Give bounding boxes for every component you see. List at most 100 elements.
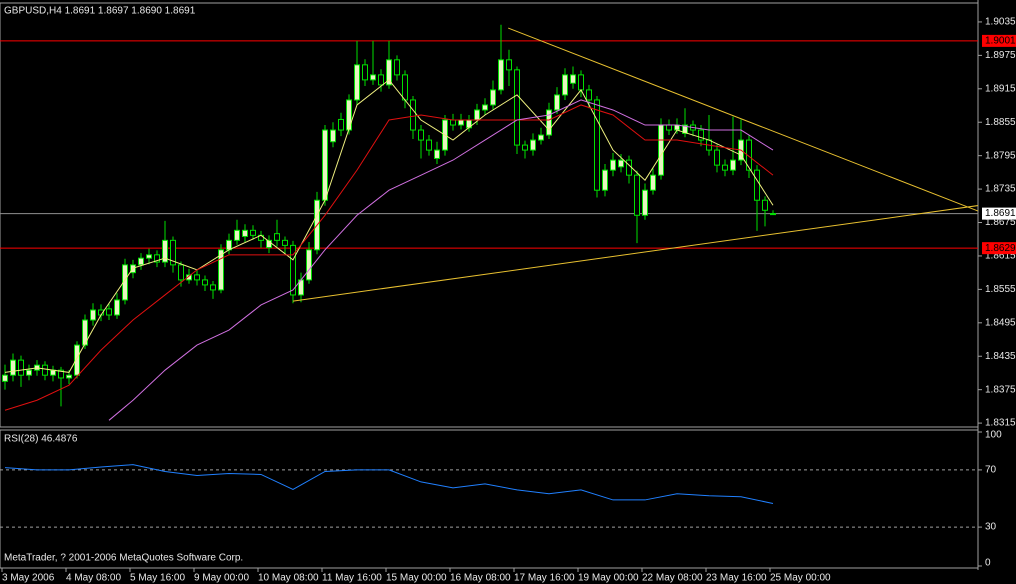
candle-body [186, 274, 192, 281]
y-tick-label: 1.8555 [985, 284, 1016, 295]
candle-body [146, 254, 152, 259]
candle-body [762, 199, 768, 211]
y-tick-label: 1.8795 [985, 150, 1016, 161]
candle-body [730, 159, 736, 171]
price-label-box [982, 242, 1016, 255]
candle-body [618, 159, 624, 168]
main-panel [0, 2, 979, 428]
candle-body [250, 229, 256, 236]
indicator-title: RSI(28) 46.4876 [4, 434, 78, 445]
candle-body [346, 99, 352, 131]
y-tick-label: 1.9035 [985, 17, 1016, 28]
candle-body [610, 159, 616, 171]
candle-body [394, 59, 400, 76]
candle-body [538, 134, 544, 141]
candle-body [218, 249, 224, 291]
candle-body [242, 229, 248, 237]
indicator-tick-label: 100 [985, 430, 1002, 441]
candle-body [666, 124, 672, 131]
x-tick-label: 19 May 00:00 [578, 573, 639, 584]
price-label: 1.9001 [985, 36, 1016, 47]
candle-body [530, 139, 536, 151]
candle-body [282, 239, 288, 246]
candle-body [10, 359, 16, 376]
candle-body [546, 109, 552, 136]
x-tick-label: 23 May 16:00 [706, 573, 767, 584]
candle-body [338, 118, 344, 131]
candle-body [162, 239, 168, 263]
candle-body [154, 254, 160, 263]
candle-body [418, 129, 424, 141]
candle-body [658, 124, 664, 176]
candle-body [138, 257, 144, 266]
candle-body [354, 64, 360, 101]
candle-body [50, 369, 56, 376]
candle-body [410, 99, 416, 131]
candle-body [194, 274, 200, 281]
indicator-tick-label: 70 [985, 465, 997, 476]
indicator-tick-label: 0 [985, 558, 991, 569]
candle-body [362, 64, 368, 81]
candle-body [498, 59, 504, 91]
x-tick-label: 4 May 08:00 [66, 573, 121, 584]
y-tick-label: 1.8915 [985, 83, 1016, 94]
candle-body [722, 164, 728, 171]
candle-body [106, 308, 112, 316]
y-tick-label: 1.8675 [985, 217, 1016, 228]
indicator-tick-label: 30 [985, 522, 997, 533]
price-label-box [982, 34, 1016, 47]
x-tick-label: 17 May 16:00 [514, 573, 575, 584]
indicator-plot [0, 464, 978, 528]
candle-body [698, 129, 704, 141]
x-tick-label: 5 May 16:00 [130, 573, 185, 584]
candle-body [170, 239, 176, 266]
candle-body [234, 229, 240, 241]
candle-body [274, 233, 280, 241]
x-tick-label: 10 May 08:00 [258, 573, 319, 584]
candle-body [2, 374, 8, 382]
candle-body [42, 364, 48, 376]
candle-body [114, 299, 120, 316]
candle-body [58, 369, 64, 379]
candle-body [594, 99, 600, 191]
candle-body [18, 359, 24, 376]
candle-body [90, 309, 96, 321]
candle-body [402, 74, 408, 101]
candle-body [26, 369, 32, 376]
y-tick-label: 1.8615 [985, 251, 1016, 262]
candle-body [474, 109, 480, 121]
candle-body [562, 74, 568, 96]
footer: MetaTrader, ? 2001-2006 MetaQuotes Softw… [4, 553, 243, 564]
candle-body [226, 239, 232, 251]
candle-body [522, 144, 528, 151]
candle-body [458, 119, 464, 126]
moving-average [108, 99, 774, 421]
candle-body [210, 284, 216, 291]
candle-body [66, 374, 72, 379]
candle-body [290, 244, 296, 296]
candle-body [330, 129, 336, 143]
axes: 1.9035 1.8975 1.8915 1.8855 1.8795 1.8735 1.86… [1, 17, 1016, 584]
candle-body [554, 94, 560, 111]
candle-body [386, 59, 392, 86]
candle-body [450, 119, 456, 126]
y-tick-label: 1.8855 [985, 117, 1016, 128]
x-tick-label: 15 May 00:00 [386, 573, 447, 584]
x-tick-label: 25 May 00:00 [770, 573, 831, 584]
price-label: 1.8691 [985, 208, 1016, 219]
y-tick-label: 1.8495 [985, 317, 1016, 328]
candle-body [650, 174, 656, 191]
y-tick-label: 1.8435 [985, 351, 1016, 362]
y-tick-label: 1.8975 [985, 50, 1016, 61]
y-tick-label: 1.8735 [985, 184, 1016, 195]
candle-body [714, 149, 720, 166]
candle-body [370, 74, 376, 81]
candle-body [626, 159, 632, 176]
price-label: 1.8629 [985, 243, 1016, 254]
candle-body [74, 344, 80, 376]
candle-body [754, 169, 760, 201]
candle-body [682, 124, 688, 134]
candle-body [482, 104, 488, 111]
moving-average [4, 104, 774, 411]
